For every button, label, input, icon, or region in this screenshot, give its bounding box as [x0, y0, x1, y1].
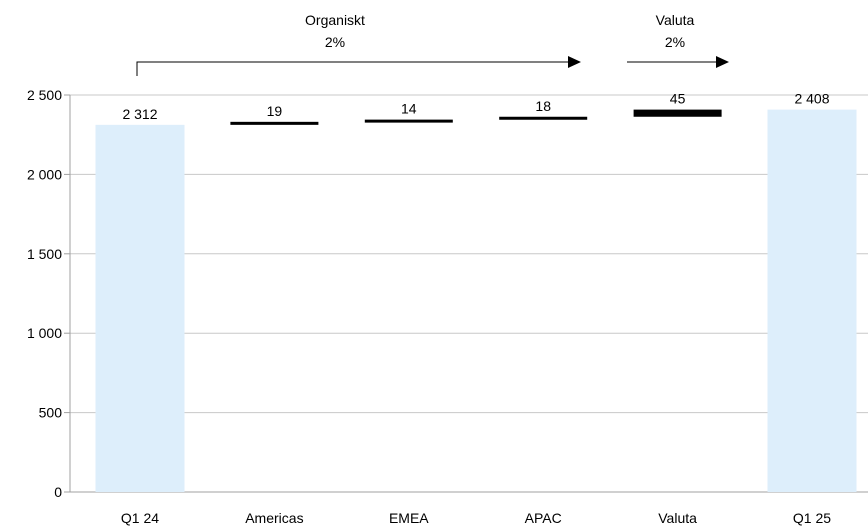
y-tick-label: 2 500 — [27, 87, 62, 103]
data-label: 19 — [267, 103, 283, 119]
data-label: 2 408 — [794, 91, 829, 107]
y-tick-label: 0 — [54, 484, 62, 500]
annotations: Organiskt 2% Valuta 2% — [136, 12, 729, 76]
organic-label: Organiskt — [305, 12, 365, 28]
x-tick-label: Q1 24 — [121, 510, 159, 526]
x-tick-label: Valuta — [658, 510, 697, 526]
valuta-value: 2% — [665, 34, 685, 50]
y-tick-label: 2 000 — [27, 166, 62, 182]
arrow-head — [716, 56, 729, 68]
valuta-label: Valuta — [656, 12, 695, 28]
data-label: 14 — [401, 101, 417, 117]
bar-total — [767, 109, 857, 493]
x-tick-label: Q1 25 — [793, 510, 831, 526]
organic-value: 2% — [325, 34, 345, 50]
x-tick-label: EMEA — [389, 510, 429, 526]
x-tick-label: APAC — [525, 510, 562, 526]
y-tick-label: 1 000 — [27, 325, 62, 341]
data-label: 45 — [670, 91, 686, 107]
bar-delta — [364, 119, 453, 123]
y-tick-label: 500 — [39, 405, 63, 421]
data-label: 18 — [535, 98, 551, 114]
data-label: 2 312 — [122, 106, 157, 122]
bar-total — [95, 124, 185, 492]
bars: 2 312 19 14 18 45 2 408 — [95, 91, 857, 493]
y-axis: 0 500 1 000 1 500 2 000 2 500 — [27, 87, 71, 500]
x-tick-label: Americas — [245, 510, 303, 526]
x-axis: Q1 24 Americas EMEA APAC Valuta Q1 25 — [121, 510, 831, 526]
organic-arrow — [136, 61, 569, 76]
arrow-head — [568, 56, 581, 68]
bar-delta — [230, 121, 319, 125]
gridlines — [70, 94, 868, 493]
bar-delta — [633, 109, 722, 117]
y-tick-label: 1 500 — [27, 246, 62, 262]
bar-delta — [499, 116, 588, 120]
